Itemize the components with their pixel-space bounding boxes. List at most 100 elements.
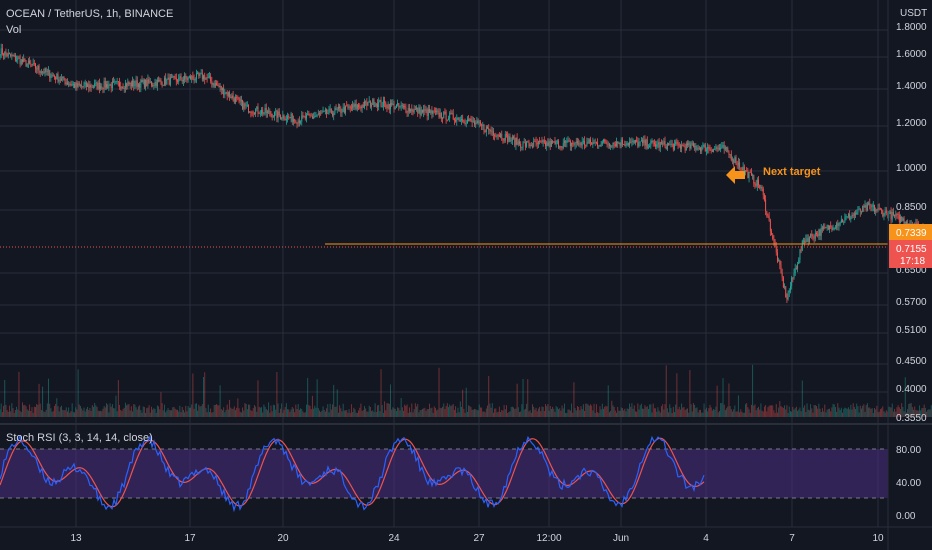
candle-body [678,144,680,146]
candle-body [175,77,177,81]
volume-bar [808,410,810,417]
volume-bar [617,406,619,417]
volume-bar [581,409,583,417]
candle-body [167,77,169,80]
volume-bar [195,403,197,417]
volume-bar [31,407,33,417]
volume-bar [275,409,277,417]
candle-body [352,104,354,109]
volume-bar [453,409,455,417]
volume-bar [361,410,363,417]
candle-body [534,141,536,142]
candle-body [43,71,45,74]
candle-body [621,139,623,145]
volume-bar [224,412,226,417]
volume-bar [126,405,128,417]
candle-body [896,214,898,215]
candle-body [807,238,809,242]
volume-bar [509,411,511,417]
candle-body [204,75,206,80]
volume-bar [115,395,117,417]
candle-body [406,111,408,113]
candle-body [549,140,551,147]
candle-body [133,80,135,87]
volume-bar [149,412,151,417]
volume-bar [900,409,901,417]
volume-bar [10,411,12,417]
volume-bar [145,412,147,417]
volume-bar [623,410,625,417]
volume-bar [378,404,380,417]
candle-body [101,86,103,89]
volume-bar [827,408,829,417]
volume-bar [223,407,225,417]
volume-bar [752,364,754,417]
candle-body [392,103,394,105]
candle-body [633,140,635,144]
volume-bar [508,411,510,417]
volume-bar [171,410,173,417]
candle-body [108,85,110,89]
candle-body [446,119,448,121]
candle-body [571,143,573,147]
candle-body [249,111,251,113]
volume-bar [550,408,552,417]
candle-body [554,141,556,145]
volume-bar [724,410,726,417]
candle-body [844,217,846,222]
candle-body [772,234,774,239]
candle-body [425,109,427,111]
candle-body [111,81,113,88]
candle-body [113,81,115,83]
candle-body [272,116,274,118]
candle-body [676,141,678,143]
volume-bar [457,407,459,417]
candle-body [211,81,213,85]
volume-bar [392,407,394,417]
candle-body [45,68,47,73]
candle-body [309,114,311,116]
candle-body [198,73,200,77]
volume-bar [785,409,787,417]
candle-body [277,111,279,118]
volume-bar [367,411,369,417]
volume-bar [714,409,716,417]
volume-bar [244,403,246,417]
candle-body [533,141,535,147]
volume-bar [182,409,184,417]
volume-bar [765,405,767,417]
volume-bar [0,403,2,417]
candle-body [799,250,801,260]
candle-body [145,79,147,88]
candlestick-series[interactable] [0,43,932,371]
candle-body [775,246,777,253]
volume-bar [661,406,662,417]
candle-body [313,117,315,118]
volume-bar [172,407,174,417]
volume-bar [282,412,284,417]
volume-bar [789,411,791,417]
volume-bar [334,406,336,417]
volume-bar [259,407,261,417]
candle-body [261,109,262,114]
candle-body [765,199,767,212]
volume-bar [20,412,22,417]
volume-bar [819,408,821,417]
volume-bar [782,407,784,417]
volume-bar [199,406,201,417]
volume-bar [307,377,309,417]
candle-body [576,141,578,144]
volume-bar [585,403,587,417]
volume-bar [745,404,746,417]
volume-bar [735,411,737,417]
volume-bar [629,403,631,417]
candle-body [670,143,672,145]
candle-body [656,144,658,147]
volume-bar [753,405,755,417]
volume-bar [697,412,699,417]
volume-bar [22,402,23,417]
volume-bar [413,409,415,417]
volume-bar [430,408,432,417]
volume-bar [556,407,558,417]
